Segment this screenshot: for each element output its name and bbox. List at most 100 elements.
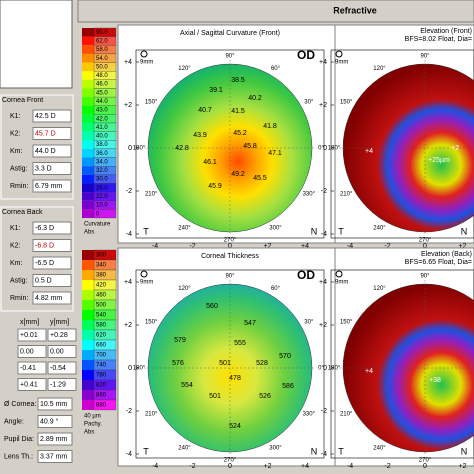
scale-label: 58.0 xyxy=(96,47,108,53)
x-axis-label: 0 xyxy=(423,243,427,250)
y-axis-label: -2 xyxy=(126,188,132,195)
scale-label: 62.0 xyxy=(96,39,108,45)
field-value: 42.5 D xyxy=(35,113,56,120)
field-value: -6.5 D xyxy=(35,260,54,267)
map-value: 49.2 xyxy=(231,171,245,178)
field-value: 10.5 mm xyxy=(40,401,67,408)
scale-label: 40.0 xyxy=(96,134,108,140)
y-axis-label: +4 xyxy=(124,279,132,286)
group-title: Cornea Back xyxy=(2,209,43,216)
field-value: -1.29 xyxy=(50,381,66,388)
scale-label: 30.0 xyxy=(96,177,108,183)
map-frame xyxy=(330,269,474,459)
x-axis-label: +4 xyxy=(301,463,309,470)
scale-label: 34.0 xyxy=(96,159,108,165)
map-value: 39.1 xyxy=(209,87,223,94)
map-value: 42.8 xyxy=(175,145,189,152)
angle-label: 90° xyxy=(225,54,235,60)
y-axis-label: -2 xyxy=(126,408,132,415)
y-axis-label: +2 xyxy=(124,322,132,329)
angle-label: 30° xyxy=(304,320,314,326)
scale-label: 420 xyxy=(96,283,107,289)
angle-label: 0° xyxy=(318,366,324,372)
scale-footer: Abs xyxy=(84,430,94,436)
field-value: 4.82 mm xyxy=(35,295,62,302)
field-value: 44.0 D xyxy=(35,148,56,155)
scale-footer: Curvature xyxy=(84,222,111,228)
map-value: 47.1 xyxy=(268,150,282,157)
x-axis-label: -2 xyxy=(189,463,195,470)
angle-label: 240° xyxy=(178,445,191,451)
group-title: Cornea Front xyxy=(2,97,43,104)
angle-label: 210° xyxy=(340,412,353,418)
side-label: N xyxy=(461,226,468,236)
side-label: T xyxy=(143,226,149,236)
scale-swatch xyxy=(82,148,94,158)
page-title: Refractive xyxy=(333,5,377,15)
side-label: T xyxy=(143,446,149,456)
map-value: 43.9 xyxy=(193,132,207,139)
field-box xyxy=(32,256,72,270)
map-value: 45.9 xyxy=(208,183,222,190)
scale-swatch xyxy=(82,330,94,340)
angle-label: 210° xyxy=(145,192,158,198)
scale-swatch xyxy=(82,53,94,63)
x-axis-label: -4 xyxy=(152,463,158,470)
scale-label: 44.0 xyxy=(96,99,108,105)
scale-swatch xyxy=(82,88,94,98)
field-box xyxy=(32,179,72,193)
angle-label: 330° xyxy=(303,192,316,198)
angle-label: 300° xyxy=(269,225,282,231)
scale-swatch xyxy=(82,250,94,260)
scale-label: 0 xyxy=(96,211,100,217)
x-axis-label: 0 xyxy=(228,463,232,470)
angle-label: 210° xyxy=(145,412,158,418)
map-title: Axial / Sagittal Curvature (Front) xyxy=(180,30,280,37)
field-label: Astig: xyxy=(10,165,28,172)
field-label: K1: xyxy=(10,225,21,232)
map-value: 547 xyxy=(244,320,256,327)
x-axis-label: +2 xyxy=(264,463,272,470)
field-label: Lens Th.: xyxy=(4,453,33,460)
map-value: 560 xyxy=(206,303,218,310)
scale-swatch xyxy=(82,79,94,89)
scale-swatch xyxy=(82,105,94,115)
field-label: Pupil Dia: xyxy=(4,436,34,443)
scale-label: 38.0 xyxy=(96,142,108,148)
x-axis-label: -4 xyxy=(347,243,353,250)
map-value: 46.1 xyxy=(203,159,217,166)
scale-label: 43.0 xyxy=(96,108,108,114)
map-value: 41.8 xyxy=(263,123,277,130)
map-value: 555 xyxy=(234,340,246,347)
map-value: +38 xyxy=(429,377,441,384)
scale-swatch xyxy=(82,174,94,184)
side-label: T xyxy=(338,446,344,456)
angle-label: 300° xyxy=(269,445,282,451)
field-box xyxy=(32,144,72,158)
field-box xyxy=(47,378,77,391)
scale-swatch xyxy=(82,310,94,320)
field-value: 2.89 mm xyxy=(40,436,67,443)
zoom-icon xyxy=(335,50,343,58)
scale-swatch xyxy=(82,45,94,54)
column-header: y[mm] xyxy=(50,319,69,326)
scale-swatch xyxy=(82,36,94,46)
field-box xyxy=(17,345,47,358)
field-value: 0.5 D xyxy=(35,277,52,284)
x-axis-label: +4 xyxy=(301,243,309,250)
scale-label: 620 xyxy=(96,333,107,339)
scale-swatch xyxy=(82,270,94,280)
side-label: N xyxy=(311,446,318,456)
scale-label: 300 xyxy=(96,253,107,259)
scale-swatch xyxy=(82,340,94,350)
scale-label: 10.0 xyxy=(96,203,108,209)
scale-swatch xyxy=(82,114,94,123)
scale-footer: 40 µm xyxy=(84,414,101,420)
y-axis-label: 0 xyxy=(323,365,327,372)
blank-panel xyxy=(0,0,73,89)
angle-label: 180° xyxy=(133,366,146,372)
x-axis-label: +2 xyxy=(459,243,467,250)
scale-label: 50.0 xyxy=(96,64,108,70)
scale-label: 740 xyxy=(96,363,107,369)
field-box xyxy=(32,291,72,305)
